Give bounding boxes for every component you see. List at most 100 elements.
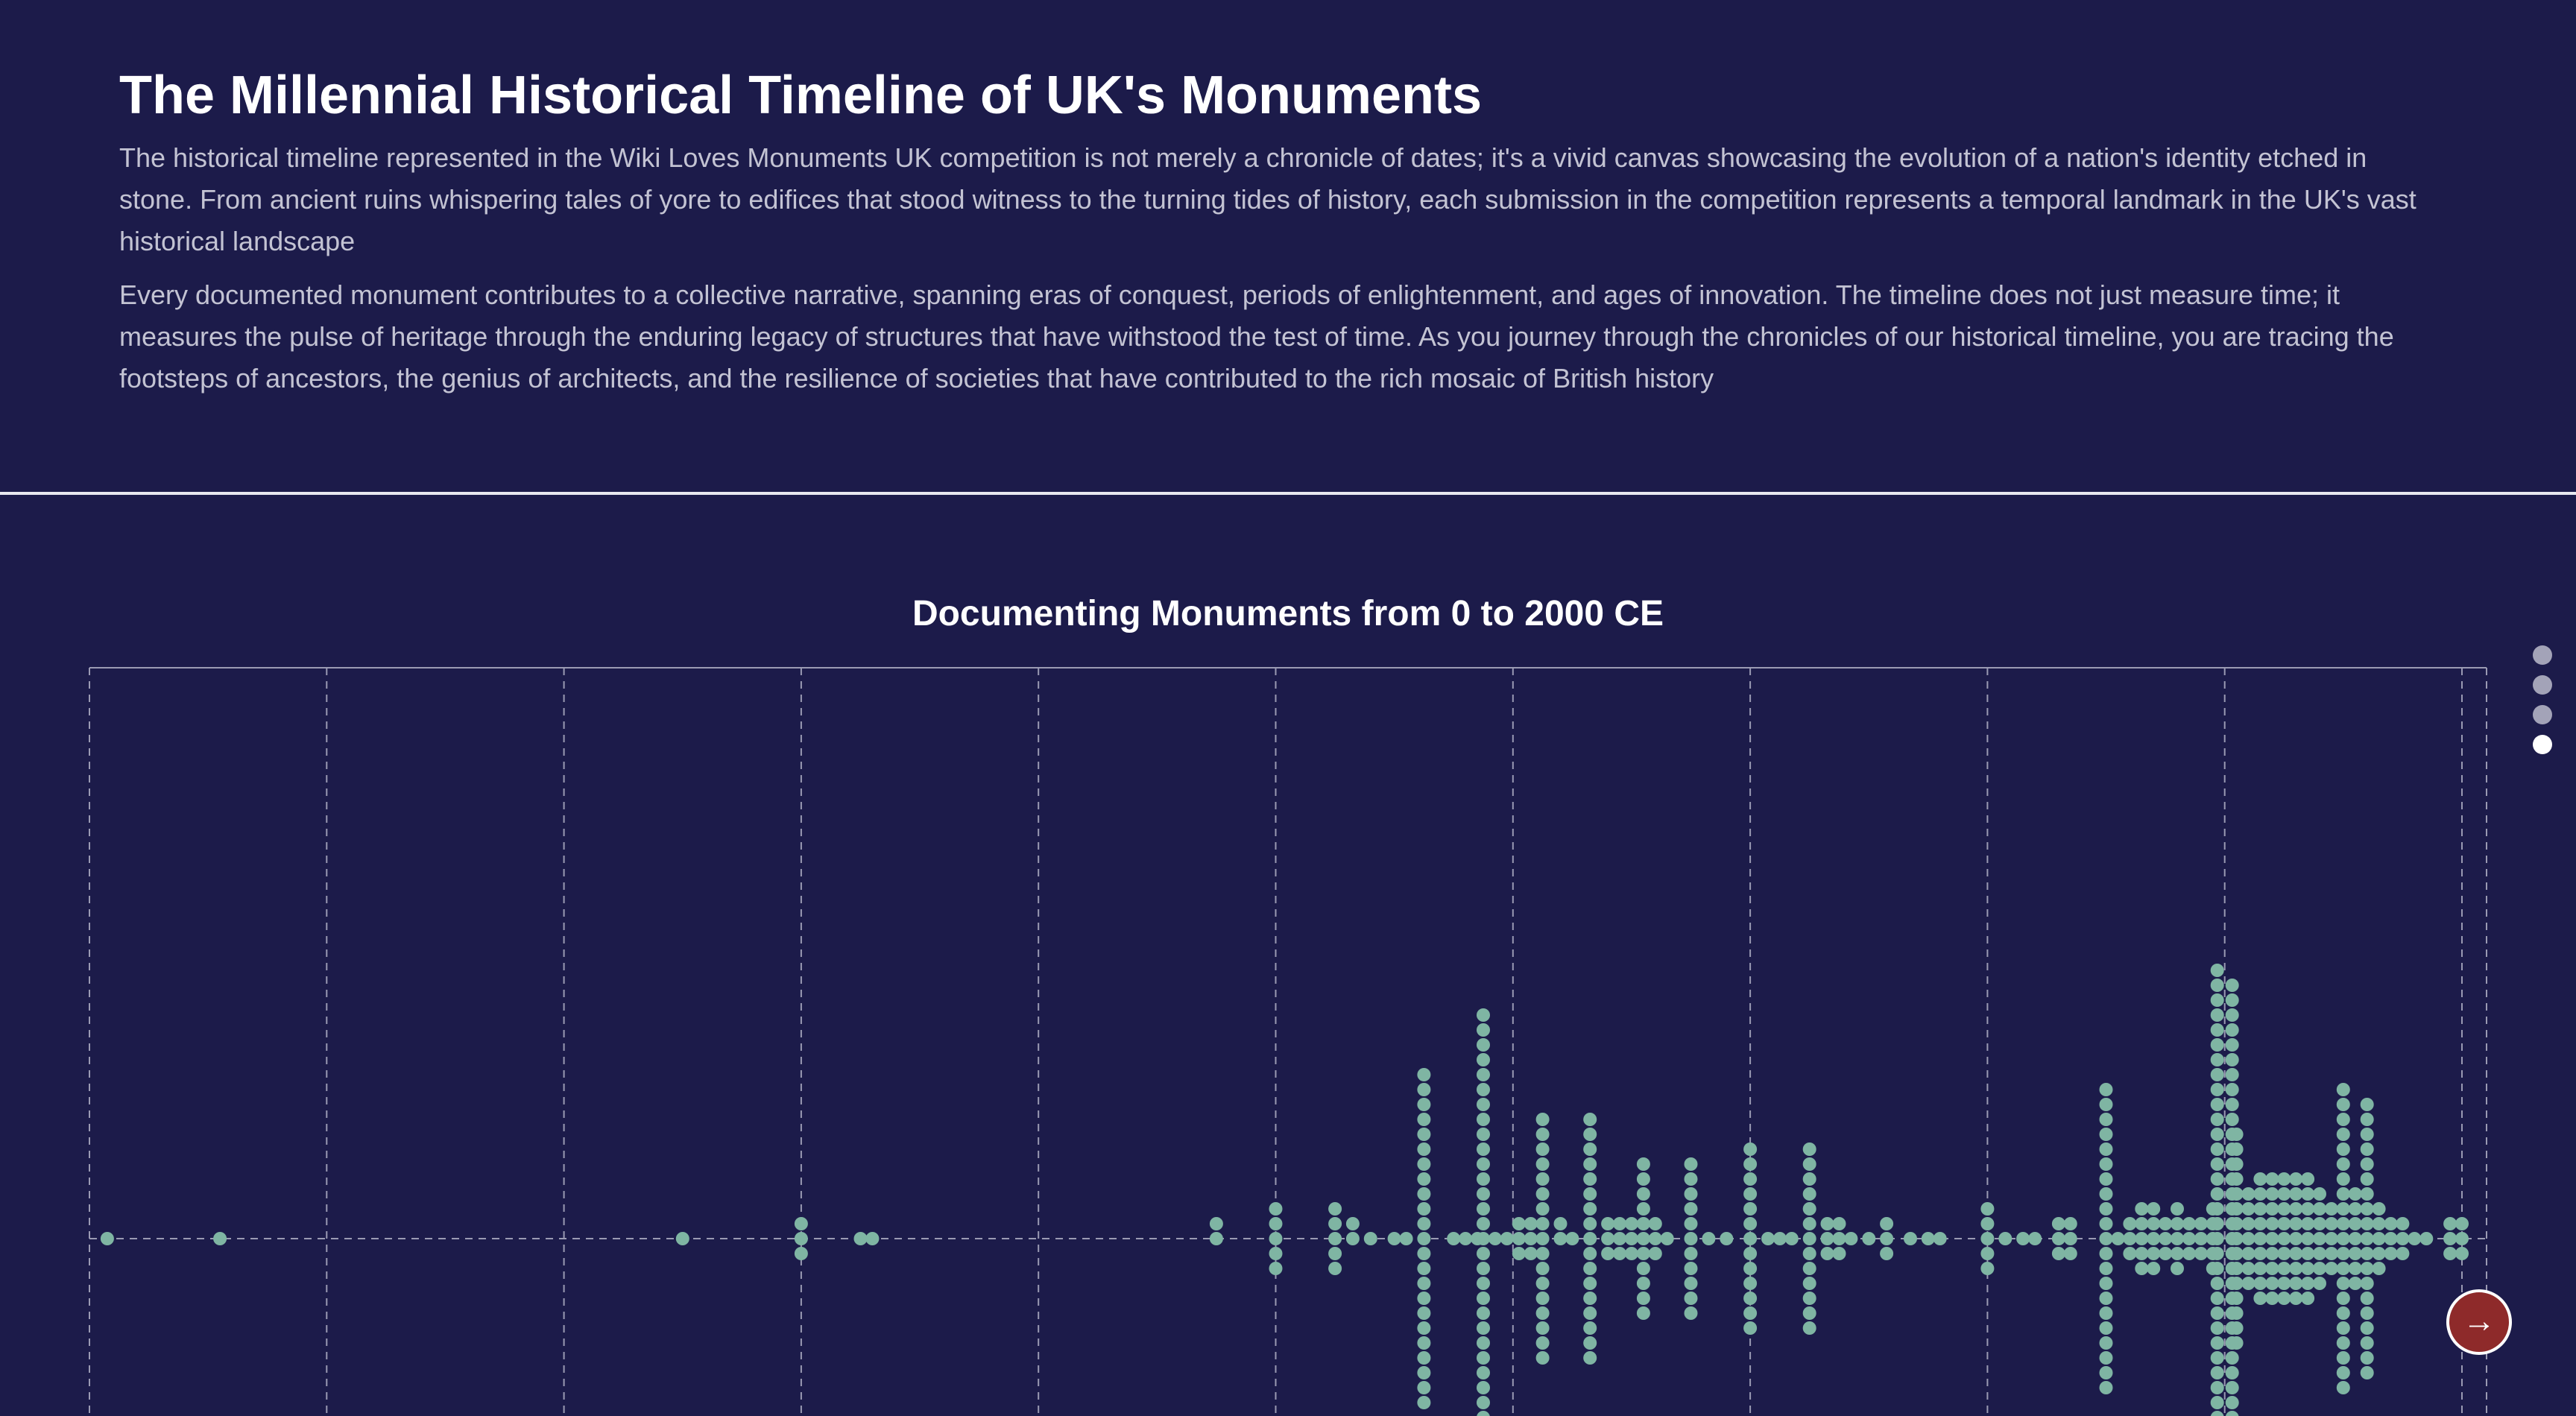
monument-dot [2229,1142,2244,1156]
monument-dot [1583,1262,1597,1275]
monument-dot [2324,1262,2338,1275]
monument-dot [2135,1202,2149,1216]
monument-dot [2225,979,2239,992]
monument-dot [2301,1217,2315,1230]
monument-dot [1535,1172,1550,1186]
monument-dot [2313,1232,2326,1245]
monument-dot [2360,1157,2374,1171]
next-button[interactable]: → [2446,1289,2512,1355]
monument-dot [2336,1321,2350,1335]
monument-dot [1583,1321,1597,1335]
monument-dot [2135,1232,2149,1245]
monument-dot [2253,1232,2267,1245]
monument-dot [2360,1247,2374,1260]
monument-dot [2277,1187,2291,1201]
monument-dot [2336,1142,2350,1156]
monument-dot [2099,1351,2113,1365]
monument-dot [2241,1217,2255,1230]
monument-dot [2313,1217,2326,1230]
monument-dot [1613,1217,1626,1230]
monument-dot [1583,1128,1597,1141]
monument-dot [2277,1277,2291,1290]
monument-dot [2229,1277,2244,1290]
monument-dot [2225,1381,2239,1394]
monument-dot [2099,1232,2113,1245]
monument-dot [2253,1217,2267,1230]
monument-dot [1743,1292,1758,1305]
monument-dot [1802,1232,1816,1245]
monument-dot [1636,1247,1650,1260]
monument-dot [1933,1232,1947,1245]
nav-dot-4[interactable] [2533,735,2552,754]
nav-dot-3[interactable] [2533,705,2552,724]
monument-dot [2301,1292,2315,1305]
monument-dot [1417,1321,1431,1335]
monument-dot [2210,1247,2224,1260]
monument-dot [2277,1232,2291,1245]
monument-dot [1880,1217,1894,1230]
monument-dot [1477,1336,1490,1350]
monument-dot [2301,1187,2315,1201]
monument-dot [2229,1247,2244,1260]
monument-dot [2336,1232,2350,1245]
monument-dot [1761,1232,1775,1245]
monument-dot [2210,993,2224,1007]
nav-dot-1[interactable] [2533,645,2552,665]
monument-dot [1743,1321,1758,1335]
monument-dot [1684,1172,1698,1186]
monument-dot [1743,1217,1758,1230]
monument-dot [2277,1262,2291,1275]
monument-dot [2289,1187,2303,1201]
monument-dot [2336,1217,2350,1230]
section-nav[interactable] [2533,645,2554,765]
monument-dot [1802,1172,1816,1186]
monument-dot [2372,1232,2386,1245]
monument-dot [1417,1187,1431,1201]
monument-dot [1447,1232,1461,1245]
monument-dot [2372,1262,2386,1275]
monument-dot [2408,1232,2422,1245]
monument-dot [1269,1232,1283,1245]
monument-dot [1802,1142,1816,1156]
monument-dot [1583,1217,1597,1230]
monument-dot [2336,1187,2350,1201]
monument-dot [2210,1366,2224,1379]
monument-dot [1477,1113,1490,1126]
monument-dot [2336,1113,2350,1126]
monument-dot [1583,1172,1597,1186]
intro-paragraph-1: The historical timeline represented in t… [119,142,2416,256]
monument-dot [2159,1247,2173,1260]
monument-dot [2099,1321,2113,1335]
monument-dot [2099,1128,2113,1141]
monument-dot [2210,979,2224,992]
monument-dot [1417,1128,1431,1141]
monument-dot [2301,1232,2315,1245]
monument-dot [2194,1217,2208,1230]
monument-dot [1535,1142,1550,1156]
monument-dot [213,1232,227,1245]
monument-dot [2384,1217,2398,1230]
monument-dot [1535,1277,1550,1290]
monument-dot [1743,1142,1758,1156]
monument-dot [1802,1157,1816,1171]
monument-dot [2313,1202,2326,1216]
monument-dot [1535,1262,1550,1275]
monument-dot [2099,1202,2113,1216]
monument-dot [2384,1247,2398,1260]
monument-dot [2225,1083,2239,1096]
monument-dot [1417,1083,1431,1096]
monument-dot [1477,1321,1490,1335]
monument-dot [1535,1113,1550,1126]
monument-dot [2360,1262,2374,1275]
monument-dot [1601,1247,1615,1260]
monument-dot [2336,1157,2350,1171]
monument-dot [2336,1083,2350,1096]
monument-dot [2348,1247,2362,1260]
monument-dot [1417,1157,1431,1171]
monument-dot [1613,1232,1626,1245]
nav-dot-2[interactable] [2533,675,2552,695]
monument-dot [1477,1187,1490,1201]
monument-dot [1862,1232,1876,1245]
monument-dot [1684,1157,1698,1171]
monument-dot [2135,1247,2149,1260]
